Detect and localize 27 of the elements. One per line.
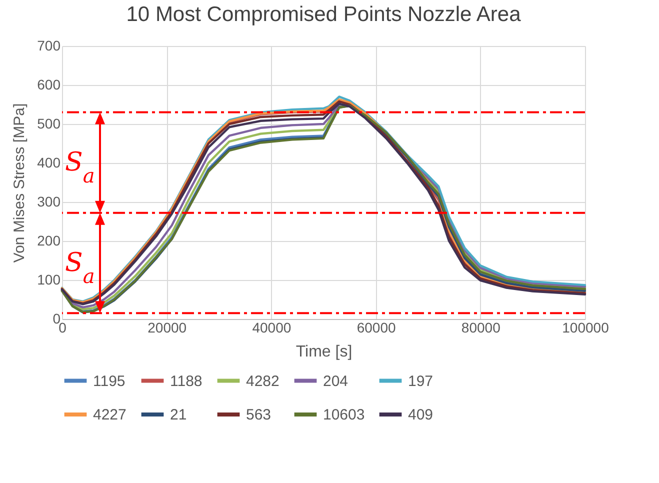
- x-tick-label: 20000: [148, 320, 187, 336]
- legend-label: 10603: [323, 406, 365, 424]
- annotation: S$_{a}$: [65, 148, 95, 188]
- y-tick-label: 700: [37, 38, 61, 54]
- legend-label: 1188: [170, 372, 202, 390]
- y-tick-label: 300: [37, 194, 61, 210]
- legend-label: 197: [408, 372, 434, 390]
- chart-title: 10 Most Compromised Points Nozzle Area: [126, 3, 522, 26]
- y-tick-label: 600: [37, 76, 61, 92]
- legend-label: 21: [170, 406, 187, 424]
- legend-label: 563: [246, 406, 272, 424]
- legend-label: 4227: [93, 406, 126, 424]
- x-tick-label: 100000: [562, 320, 610, 336]
- legend-label: 1195: [93, 372, 126, 390]
- y-axis-title: Von Mises Stress [MPa]: [11, 103, 28, 263]
- y-tick-label: 500: [37, 116, 61, 132]
- legend-label: 4282: [246, 372, 280, 390]
- x-axis-title: Time [s]: [296, 344, 352, 360]
- y-tick-label: 200: [37, 232, 61, 248]
- legend-label: 409: [408, 406, 434, 424]
- x-tick-label: 60000: [356, 320, 396, 336]
- annotation: S$_{a}$: [65, 248, 95, 288]
- x-tick-label: 40000: [252, 320, 292, 336]
- legend-label: 204: [323, 372, 348, 390]
- x-tick-label: 80000: [461, 320, 501, 336]
- y-tick-label: 400: [37, 154, 61, 170]
- y-tick-label: 100: [37, 272, 61, 288]
